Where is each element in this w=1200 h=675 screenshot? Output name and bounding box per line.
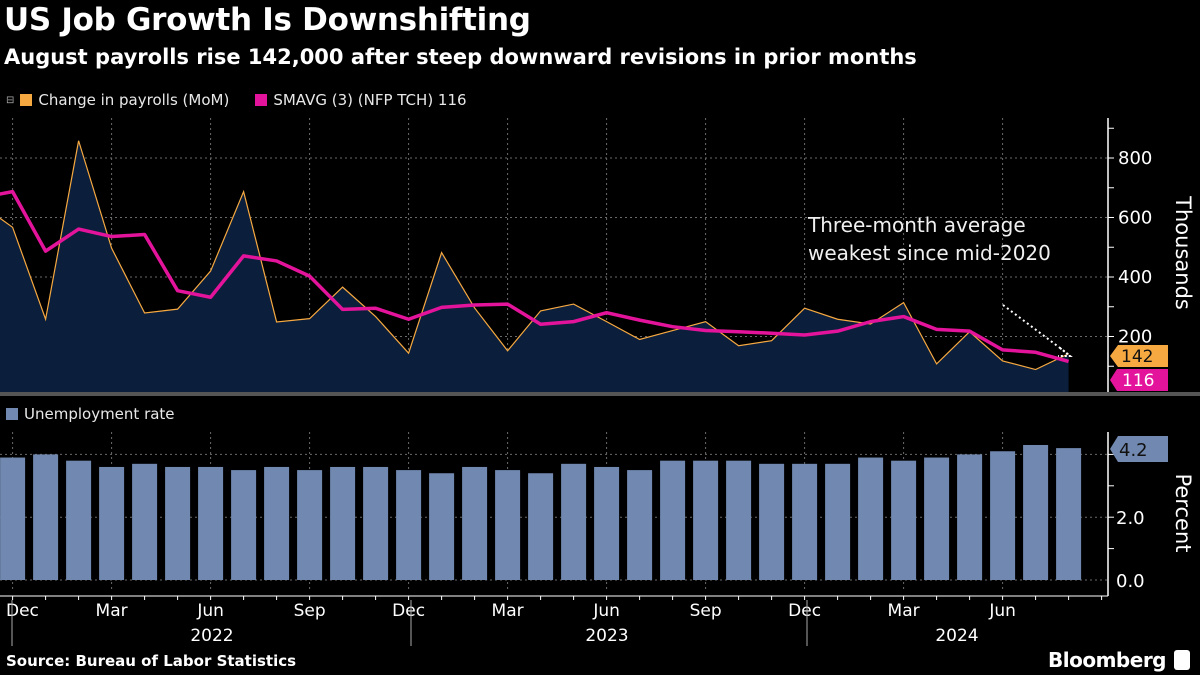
unemployment-bar xyxy=(66,460,92,580)
legend-swatch-smavg xyxy=(255,94,268,106)
unemployment-bar xyxy=(957,454,983,580)
annotation-arrowhead-icon xyxy=(1058,347,1073,357)
legend-label-payrolls: Change in payrolls (MoM) xyxy=(38,91,230,109)
unemployment-bar xyxy=(660,460,686,580)
unemployment-bar xyxy=(792,463,818,580)
smavg-line xyxy=(0,189,1070,364)
label-smavg-last: 116 xyxy=(1110,369,1168,391)
legend-label-unemployment: Unemployment rate xyxy=(24,405,175,423)
x-tick-label-year: 2023 xyxy=(585,626,628,646)
unemployment-bar xyxy=(99,466,125,580)
x-tick-label-month: Mar xyxy=(888,601,920,621)
unemployment-bar xyxy=(396,470,422,580)
unemployment-bar xyxy=(198,466,224,580)
unemployment-bar xyxy=(858,457,884,580)
collapse-icon[interactable]: ⊟ xyxy=(6,94,15,106)
unemployment-bar xyxy=(297,470,323,580)
unemployment-bar xyxy=(462,466,488,580)
panel-divider[interactable] xyxy=(0,392,1200,396)
x-tick-label-year: 2024 xyxy=(935,626,978,646)
legend-bottom: Unemployment rate xyxy=(6,405,175,423)
unemployment-bar xyxy=(561,463,587,580)
x-tick-label-month: Jun xyxy=(592,601,620,621)
bloomberg-logo: Bloomberg xyxy=(1048,648,1166,672)
unemployment-bar xyxy=(924,457,950,580)
x-tick-label-month: Dec xyxy=(392,601,425,621)
y-tick-label-top: 600 xyxy=(1118,208,1152,229)
label-payrolls-last: 142 xyxy=(1110,345,1168,367)
annotation-line-1: Three-month average xyxy=(807,213,1026,237)
x-tick-label-month: Jun xyxy=(196,601,224,621)
y-tick-label-bottom: 2.0 xyxy=(1116,508,1145,529)
unemployment-bar xyxy=(627,470,653,580)
label-payrolls-value: 142 xyxy=(1121,347,1153,367)
annotation-arrow xyxy=(1002,304,1069,355)
x-tick-label-year: 2022 xyxy=(190,626,233,646)
y-tick-label-top: 400 xyxy=(1118,267,1152,288)
source-note: Source: Bureau of Labor Statistics xyxy=(6,652,297,670)
unemployment-bar xyxy=(132,463,158,580)
unemployment-bar xyxy=(594,466,620,580)
label-smavg-value: 116 xyxy=(1122,371,1154,391)
payrolls-area xyxy=(0,140,1069,392)
unemployment-bar xyxy=(330,466,356,580)
legend-swatch-unemployment xyxy=(6,408,18,420)
unemployment-bar xyxy=(528,473,554,580)
label-unemployment-value: 4.2 xyxy=(1119,440,1148,461)
unemployment-bar xyxy=(726,460,752,580)
x-tick-label-month: Dec xyxy=(6,601,39,621)
unemployment-bar xyxy=(165,466,191,580)
payrolls-line xyxy=(0,140,1069,371)
unemployment-bar xyxy=(891,460,917,580)
legend-swatch-payrolls xyxy=(20,94,33,106)
unemployment-bar xyxy=(363,466,389,580)
unemployment-bar xyxy=(429,473,455,580)
x-tick-label-month: Sep xyxy=(294,601,326,621)
unemployment-bar xyxy=(1023,444,1049,580)
unemployment-bar xyxy=(825,463,851,580)
unemployment-bar xyxy=(759,463,785,580)
chart-subtitle: August payrolls rise 142,000 after steep… xyxy=(4,45,917,69)
x-tick-label-month: Jun xyxy=(988,601,1016,621)
bloomberg-terminal-icon xyxy=(1174,650,1190,670)
y-axis-label-bottom: Percent xyxy=(1171,473,1195,552)
y-tick-label-top: 200 xyxy=(1118,327,1152,348)
x-tick-label-month: Dec xyxy=(788,601,821,621)
unemployment-bar xyxy=(693,460,719,580)
annotation-line-2: weakest since mid-2020 xyxy=(808,241,1051,265)
unemployment-bar xyxy=(264,466,290,580)
legend-top: ⊟ Change in payrolls (MoM) SMAVG (3) (NF… xyxy=(6,91,467,109)
legend-label-smavg: SMAVG (3) (NFP TCH) 116 xyxy=(273,91,467,109)
y-axis-label-top: Thousands xyxy=(1171,195,1195,310)
y-tick-label-top: 800 xyxy=(1118,148,1152,169)
label-unemployment-last: 4.2 xyxy=(1110,436,1168,462)
y-tick-label-bottom: 0.0 xyxy=(1116,571,1145,592)
unemployment-bar xyxy=(231,470,257,580)
unemployment-bar xyxy=(1056,448,1082,580)
unemployment-bar xyxy=(0,457,26,580)
x-tick-label-month: Mar xyxy=(492,601,524,621)
x-tick-label-month: Mar xyxy=(96,601,128,621)
unemployment-bar xyxy=(495,470,521,580)
chart-title: US Job Growth Is Downshifting xyxy=(4,2,531,38)
unemployment-bar xyxy=(33,454,59,580)
x-tick-label-month: Sep xyxy=(690,601,722,621)
unemployment-bar xyxy=(990,451,1016,580)
